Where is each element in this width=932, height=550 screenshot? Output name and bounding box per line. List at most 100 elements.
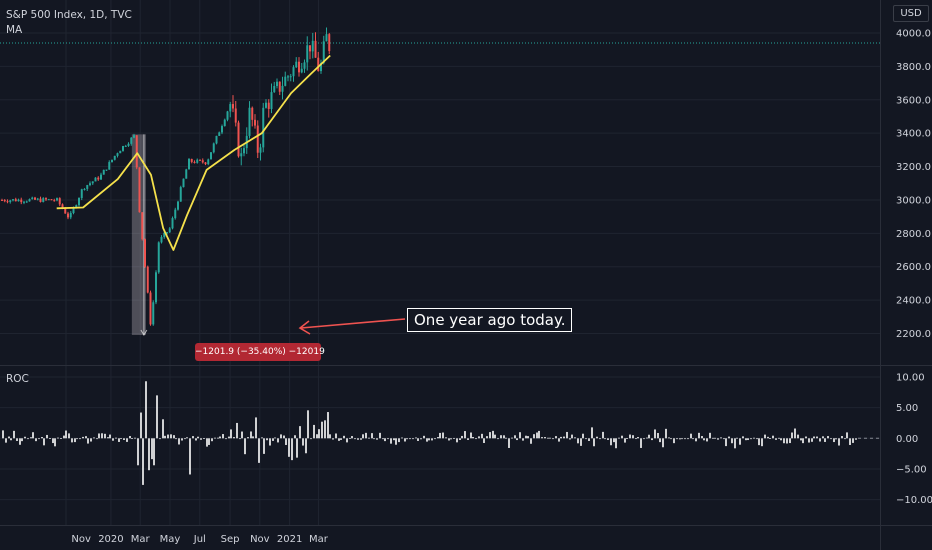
candle-body bbox=[3, 199, 6, 202]
price-tick-label: 2800.0 bbox=[896, 229, 931, 240]
roc-bar bbox=[802, 438, 804, 444]
roc-bar bbox=[428, 438, 430, 441]
roc-bar bbox=[813, 436, 815, 439]
candle-body bbox=[86, 185, 89, 189]
roc-bar bbox=[21, 438, 23, 442]
candle-body bbox=[278, 81, 281, 92]
roc-bar bbox=[439, 432, 441, 439]
roc-bar bbox=[68, 433, 70, 439]
roc-bar bbox=[684, 438, 686, 440]
roc-bar bbox=[101, 433, 103, 439]
roc-bar bbox=[404, 438, 406, 442]
candle-body bbox=[155, 272, 157, 303]
roc-bar bbox=[167, 434, 169, 439]
time-tick-label: Mar bbox=[309, 534, 329, 545]
roc-bar bbox=[360, 438, 362, 440]
roc-bar bbox=[618, 437, 620, 439]
ma-legend-label[interactable]: MA bbox=[6, 24, 23, 36]
roc-bar bbox=[52, 438, 54, 444]
roc-bar bbox=[483, 438, 485, 443]
roc-bar bbox=[197, 436, 199, 439]
roc-bar bbox=[791, 432, 793, 439]
roc-bar bbox=[258, 438, 260, 463]
candle-body bbox=[50, 199, 53, 201]
candle-body bbox=[166, 232, 168, 234]
roc-bar bbox=[717, 438, 719, 440]
roc-bar bbox=[401, 437, 403, 439]
roc-bar bbox=[500, 435, 502, 439]
roc-bar bbox=[514, 435, 516, 439]
roc-bar bbox=[250, 431, 252, 439]
roc-bar bbox=[714, 437, 716, 439]
roc-bar bbox=[508, 438, 510, 448]
candle-body bbox=[240, 153, 243, 157]
roc-bar bbox=[593, 438, 595, 447]
roc-bar bbox=[706, 438, 708, 442]
roc-bar bbox=[291, 438, 293, 461]
roc-bar bbox=[321, 421, 323, 439]
roc-bar bbox=[753, 437, 755, 439]
roc-bar bbox=[409, 438, 411, 440]
roc-bar bbox=[151, 438, 153, 460]
roc-bar bbox=[767, 436, 769, 439]
roc-bar bbox=[184, 438, 186, 440]
roc-bar bbox=[324, 420, 326, 439]
roc-bar bbox=[577, 438, 579, 444]
roc-bar bbox=[87, 438, 89, 444]
candle-body bbox=[215, 135, 218, 144]
price-tick-label: 2200.0 bbox=[896, 329, 931, 340]
roc-bar bbox=[390, 438, 392, 444]
roc-bar bbox=[63, 435, 65, 439]
currency-button[interactable]: USD bbox=[893, 5, 929, 22]
roc-bar bbox=[734, 438, 736, 449]
candle-body bbox=[182, 178, 185, 188]
roc-bar bbox=[637, 437, 639, 439]
roc-bar bbox=[302, 438, 304, 446]
roc-bar bbox=[32, 432, 34, 439]
candle-body bbox=[179, 187, 182, 202]
roc-bar bbox=[769, 438, 771, 439]
candle-body bbox=[133, 135, 135, 138]
roc-pane-label[interactable]: ROC bbox=[6, 373, 29, 385]
roc-bar bbox=[511, 437, 513, 439]
price-tick-label: 3200.0 bbox=[896, 162, 931, 173]
candle-body bbox=[69, 213, 72, 218]
candle-body bbox=[56, 198, 58, 201]
roc-tick-label: 5.00 bbox=[896, 403, 918, 414]
candle-body bbox=[64, 208, 67, 214]
roc-bar bbox=[382, 438, 384, 440]
roc-bar bbox=[181, 438, 183, 441]
callout-text-box[interactable]: One year ago today. bbox=[407, 308, 573, 332]
candle-body bbox=[105, 169, 108, 171]
roc-bar bbox=[566, 431, 568, 439]
roc-bar bbox=[522, 438, 524, 441]
candle-body bbox=[188, 159, 190, 170]
roc-bar bbox=[486, 436, 488, 439]
roc-bar bbox=[712, 437, 714, 439]
candle-body bbox=[127, 143, 130, 146]
roc-bar bbox=[305, 438, 307, 454]
roc-bar bbox=[453, 437, 455, 439]
candle-body bbox=[281, 85, 284, 92]
roc-bar bbox=[659, 438, 661, 443]
roc-bar bbox=[288, 438, 290, 457]
roc-bar bbox=[838, 438, 840, 446]
callout-arrow-line bbox=[300, 318, 406, 329]
candle-body bbox=[174, 209, 177, 219]
candle-body bbox=[298, 61, 300, 73]
roc-bar bbox=[129, 436, 131, 439]
roc-bar bbox=[673, 438, 675, 444]
roc-bar bbox=[805, 436, 807, 439]
roc-bar bbox=[371, 433, 373, 439]
roc-bar bbox=[596, 436, 598, 439]
candle-body bbox=[259, 147, 262, 153]
roc-bar bbox=[833, 438, 835, 443]
roc-bar bbox=[423, 435, 425, 439]
roc-bar bbox=[335, 433, 337, 439]
candle-body bbox=[34, 197, 36, 200]
roc-bar bbox=[131, 438, 133, 439]
candle-body bbox=[80, 189, 83, 199]
roc-bar bbox=[723, 438, 725, 440]
roc-bar bbox=[200, 438, 202, 440]
